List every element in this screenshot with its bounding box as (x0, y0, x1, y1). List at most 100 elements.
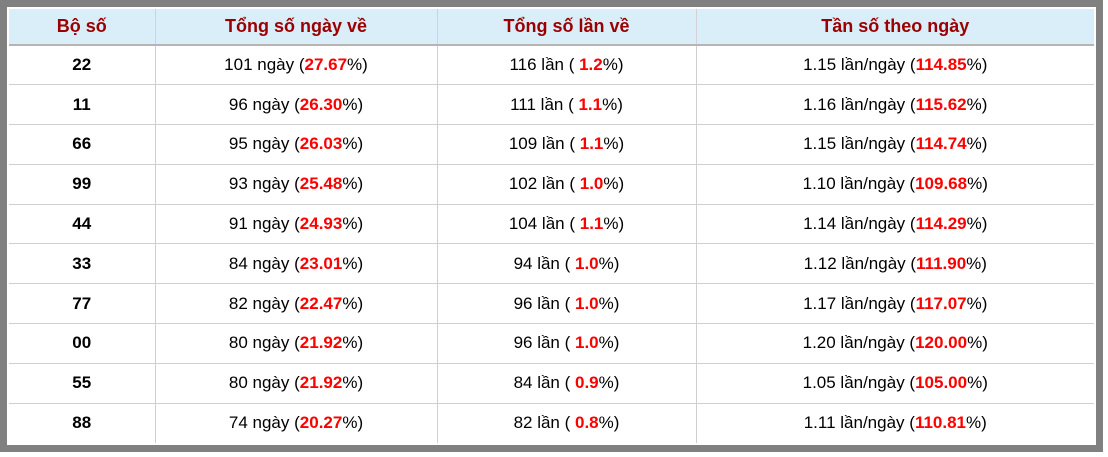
days-text: 80 ngày ( (228, 333, 300, 353)
cell-pair-number: 66 (9, 124, 156, 165)
cell-daily-frequency: 1.12 lần/ngày (111.90%) (696, 243, 1094, 285)
times-percent-value: 1.0 (575, 253, 599, 273)
days-percent-value: 20.27 (299, 413, 343, 433)
cell-daily-frequency: 1.10 lần/ngày (109.68%) (696, 164, 1094, 205)
pair-number-value: 22 (72, 55, 92, 75)
days-text: 74 ngày ( (228, 413, 300, 433)
cell-daily-frequency: 1.16 lần/ngày (115.62%) (696, 84, 1094, 126)
days-text: 80 ngày ( (228, 373, 300, 393)
days-percent-value: 26.03 (299, 134, 343, 154)
column-header-total-days: Tổng số ngày về (155, 9, 438, 46)
table-row: 22 101 ngày (27.67%) 116 lần ( 1.2%) 1.1… (9, 45, 1094, 86)
cell-total-days: 82 ngày (22.47%) (155, 283, 438, 325)
pair-number-value: 11 (72, 94, 91, 114)
days-percent-value: 21.92 (299, 333, 343, 353)
frequency-text-suffix: %) (966, 94, 988, 114)
cell-total-days: 91 ngày (24.93%) (155, 204, 438, 245)
frequency-percent-value: 110.81 (914, 413, 966, 433)
frequency-text-suffix: %) (967, 174, 988, 194)
days-text-suffix: %) (347, 55, 368, 75)
table-row: 77 82 ngày (22.47%) 96 lần ( 1.0%) 1.17 … (9, 283, 1094, 325)
cell-daily-frequency: 1.20 lần/ngày (120.00%) (696, 323, 1094, 364)
cell-daily-frequency: 1.15 lần/ngày (114.85%) (696, 45, 1094, 86)
frequency-text-suffix: %) (967, 373, 988, 393)
cell-total-times: 94 lần ( 1.0%) (437, 243, 697, 285)
cell-pair-number: 99 (9, 164, 156, 205)
cell-total-days: 101 ngày (27.67%) (155, 45, 438, 86)
cell-total-times: 104 lần ( 1.1%) (437, 204, 697, 245)
frequency-percent-value: 109.68 (915, 174, 968, 194)
cell-total-days: 80 ngày (21.92%) (155, 323, 438, 364)
cell-daily-frequency: 1.17 lần/ngày (117.07%) (696, 283, 1094, 325)
table-row: 55 80 ngày (21.92%) 84 lần ( 0.9%) 1.05 … (9, 363, 1094, 404)
times-percent-value: 1.0 (579, 174, 604, 194)
times-text: 94 lần ( (513, 253, 575, 273)
times-text-suffix: %) (598, 373, 620, 393)
pair-number-value: 33 (72, 253, 92, 273)
pair-number-value: 00 (72, 333, 92, 353)
days-text-suffix: %) (342, 214, 364, 234)
days-text: 93 ngày ( (228, 174, 300, 194)
cell-total-times: 82 lần ( 0.8%) (437, 403, 697, 443)
table-row: 44 91 ngày (24.93%) 104 lần ( 1.1%) 1.14… (9, 204, 1094, 245)
cell-pair-number: 55 (9, 363, 156, 404)
cell-total-times: 109 lần ( 1.1%) (437, 124, 697, 165)
days-text-suffix: %) (342, 253, 364, 273)
cell-total-days: 80 ngày (21.92%) (155, 363, 438, 404)
frequency-percent-value: 114.85 (915, 55, 967, 75)
frequency-text-suffix: %) (966, 55, 988, 75)
times-text-suffix: %) (603, 134, 625, 154)
frequency-text-suffix: %) (966, 253, 987, 273)
frequency-text: 1.12 lần/ngày ( (803, 253, 917, 273)
cell-total-times: 84 lần ( 0.9%) (437, 363, 697, 404)
frequency-text-suffix: %) (966, 413, 987, 433)
cell-total-times: 116 lần ( 1.2%) (437, 45, 697, 86)
cell-pair-number: 88 (9, 403, 156, 443)
frequency-text: 1.05 lần/ngày ( (802, 373, 916, 393)
frequency-text: 1.17 lần/ngày ( (803, 293, 916, 313)
times-percent-value: 0.9 (575, 373, 599, 393)
days-text: 95 ngày ( (228, 134, 300, 154)
days-percent-value: 21.92 (299, 373, 343, 393)
times-percent-value: 1.0 (575, 333, 599, 353)
cell-pair-number: 44 (9, 204, 156, 245)
times-percent-value: 1.2 (579, 55, 603, 75)
frequency-percent-value: 111.90 (916, 253, 967, 273)
days-percent-value: 23.01 (299, 253, 343, 273)
cell-total-times: 96 lần ( 1.0%) (437, 283, 697, 325)
pair-number-value: 88 (72, 413, 92, 433)
frequency-text: 1.20 lần/ngày ( (802, 333, 916, 353)
times-text-suffix: %) (602, 94, 623, 114)
frequency-text-suffix: %) (966, 293, 988, 313)
frequency-text-suffix: %) (967, 333, 988, 353)
cell-total-times: 102 lần ( 1.0%) (437, 164, 697, 205)
cell-total-times: 111 lần ( 1.1%) (437, 84, 697, 126)
cell-total-days: 74 ngày (20.27%) (155, 403, 438, 443)
times-text: 84 lần ( (513, 373, 575, 393)
column-header-daily-frequency: Tần số theo ngày (696, 9, 1094, 46)
times-percent-value: 1.1 (578, 94, 603, 114)
cell-total-times: 96 lần ( 1.0%) (437, 323, 697, 364)
frequency-percent-value: 105.00 (915, 373, 968, 393)
frequency-text-suffix: %) (966, 214, 988, 234)
pair-number-value: 77 (72, 293, 92, 313)
cell-daily-frequency: 1.14 lần/ngày (114.29%) (696, 204, 1094, 245)
table-row: 66 95 ngày (26.03%) 109 lần ( 1.1%) 1.15… (9, 124, 1094, 165)
times-percent-value: 1.1 (579, 214, 604, 234)
column-header-total-times: Tổng số lần về (437, 9, 697, 46)
cell-pair-number: 77 (9, 283, 156, 325)
times-percent-value: 1.1 (579, 134, 604, 154)
times-text: 104 lần ( (508, 214, 580, 234)
frequency-percent-value: 115.62 (915, 94, 967, 114)
pair-number-value: 66 (72, 134, 92, 154)
cell-pair-number: 00 (9, 323, 156, 364)
times-text: 82 lần ( (513, 413, 575, 433)
days-percent-value: 26.30 (299, 94, 343, 114)
days-text-suffix: %) (342, 174, 364, 194)
times-text: 96 lần ( (513, 333, 575, 353)
days-text-suffix: %) (342, 373, 364, 393)
cell-total-days: 95 ngày (26.03%) (155, 124, 438, 165)
table-body: 22 101 ngày (27.67%) 116 lần ( 1.2%) 1.1… (9, 45, 1094, 443)
